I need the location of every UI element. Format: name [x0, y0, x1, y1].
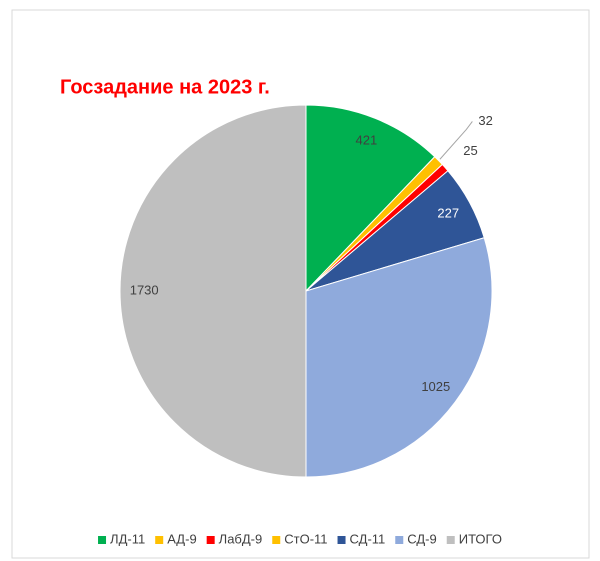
- pie-slice: [305, 104, 436, 293]
- legend-swatch: [155, 536, 164, 544]
- pie-slice: [305, 237, 493, 478]
- data-label: 1025: [421, 379, 450, 394]
- data-label: 227: [437, 205, 459, 220]
- legend-swatch: [446, 536, 455, 544]
- legend-label: ЛД-11: [110, 531, 145, 546]
- pie-slice: [119, 104, 307, 478]
- legend-label: ИТОГО: [459, 531, 502, 546]
- legend-label: СтО-11: [284, 531, 327, 546]
- legend-swatch: [337, 536, 346, 544]
- legend-swatch: [395, 536, 404, 544]
- leader-line: [439, 121, 473, 160]
- data-label: 32: [478, 113, 492, 128]
- legend-swatch: [272, 536, 281, 544]
- data-label: 25: [463, 143, 477, 158]
- legend-swatch: [206, 536, 215, 544]
- legend-label: СД-11: [350, 531, 386, 546]
- chart-title: Госзадание на 2023 г.: [60, 76, 270, 98]
- legend-label: ЛабД-9: [219, 531, 263, 546]
- legend-swatch: [98, 536, 107, 544]
- legend-label: СД-9: [407, 531, 436, 546]
- legend-label: АД-9: [167, 531, 196, 546]
- data-label: 421: [356, 132, 378, 147]
- data-label: 1730: [130, 282, 159, 297]
